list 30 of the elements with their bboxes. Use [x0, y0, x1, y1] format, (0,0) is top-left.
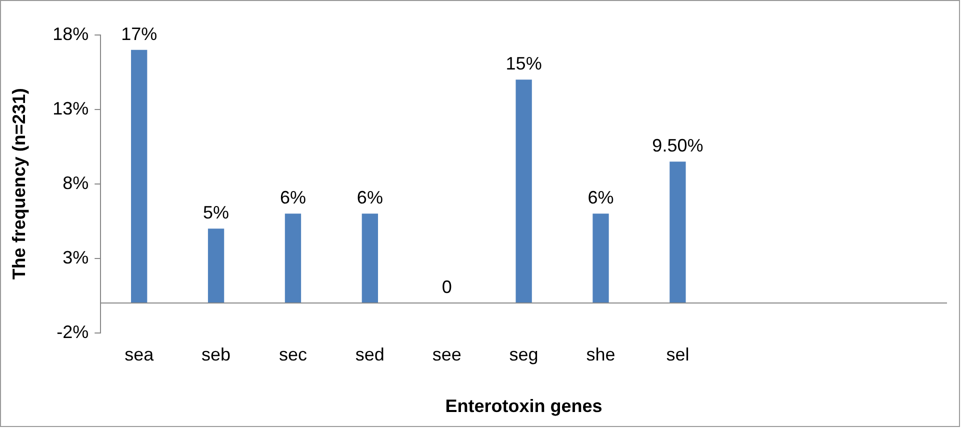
bar [592, 214, 609, 304]
x-tick-label: sed [355, 344, 384, 365]
x-tick-label: seb [202, 344, 231, 365]
data-label: 6% [280, 188, 306, 208]
bar [670, 162, 686, 304]
bar [362, 214, 378, 304]
x-tick-label: sea [124, 344, 155, 365]
y-axis-title: The frequency (n=231) [8, 88, 29, 280]
y-tick-label: 18% [52, 24, 89, 44]
data-label: 6% [588, 188, 614, 208]
data-label: 17% [121, 24, 158, 44]
data-label: 6% [356, 188, 383, 208]
x-tick-label: seg [509, 344, 538, 365]
data-label: 9.50% [652, 136, 704, 156]
y-tick-label: -2% [56, 322, 89, 342]
bar [516, 80, 532, 304]
y-tick-label: 8% [62, 172, 89, 193]
data-label: 5% [203, 202, 230, 223]
x-tick-label: sel [666, 344, 690, 365]
x-tick-label: see [432, 344, 462, 365]
y-tick-label: 3% [62, 247, 89, 268]
bar [284, 214, 302, 304]
y-tick-label: 13% [52, 98, 89, 118]
bar [131, 50, 148, 304]
x-axis-title: Enterotoxin genes [445, 396, 602, 416]
x-tick-label: she [586, 344, 616, 365]
data-label: 15% [506, 54, 542, 74]
data-label: 0 [442, 276, 452, 297]
bar [208, 228, 224, 304]
x-tick-label: sec [278, 344, 307, 365]
